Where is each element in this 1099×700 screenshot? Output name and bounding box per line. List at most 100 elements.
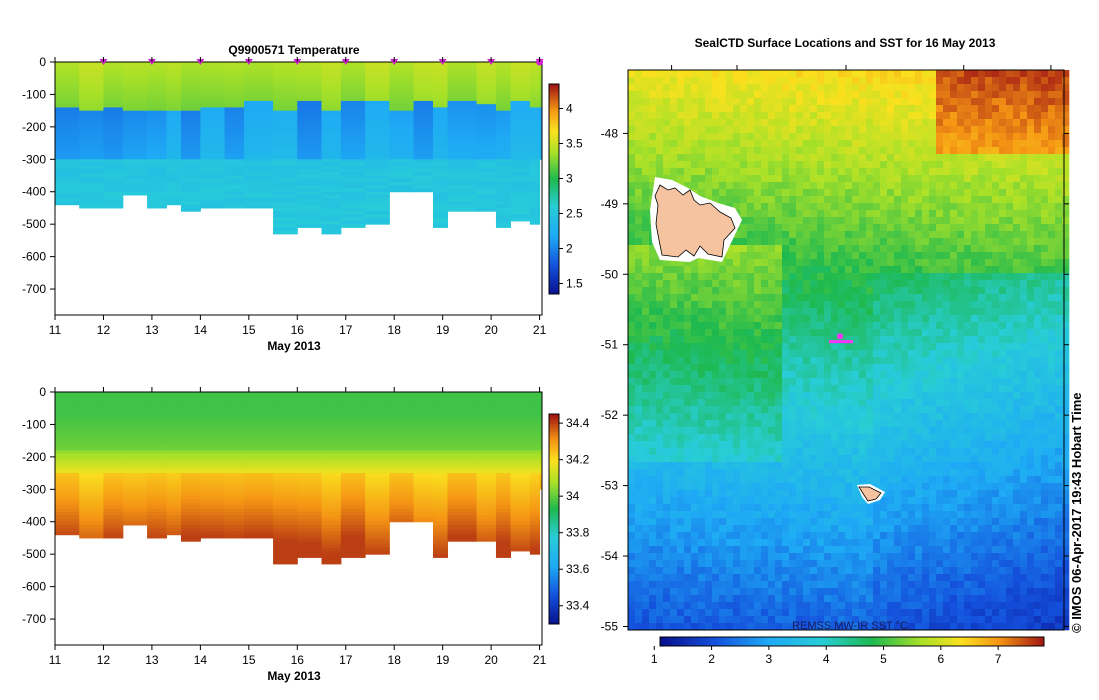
data-cell xyxy=(365,152,390,157)
data-cell xyxy=(495,541,512,545)
data-cell xyxy=(297,414,323,419)
sst-cell xyxy=(859,161,867,169)
sst-cell xyxy=(1062,119,1070,127)
sst-cell xyxy=(901,182,909,190)
data-cell xyxy=(389,107,415,112)
colorbar-tick-label: 33.4 xyxy=(566,599,590,613)
sst-cell xyxy=(992,147,1000,155)
sst-cell xyxy=(824,70,832,78)
sst-cell xyxy=(936,252,944,260)
sst-cell xyxy=(712,315,720,323)
sst-cell xyxy=(635,315,643,323)
profile-column xyxy=(147,392,167,539)
data-cell xyxy=(200,528,226,532)
sst-cell xyxy=(726,308,734,316)
data-cell xyxy=(180,175,201,180)
data-cell xyxy=(297,97,323,102)
sst-cell xyxy=(810,294,818,302)
colorbar-band xyxy=(549,420,559,423)
sst-cell xyxy=(782,217,790,225)
sst-cell xyxy=(971,322,979,330)
data-cell xyxy=(103,120,124,125)
sst-cell xyxy=(782,280,790,288)
sst-cell xyxy=(754,308,762,316)
sst-cell xyxy=(845,175,853,183)
sst-row xyxy=(628,147,1070,155)
sst-cell xyxy=(894,287,902,295)
data-cell xyxy=(365,143,390,147)
sst-cell xyxy=(747,70,755,78)
data-cell xyxy=(166,78,182,82)
sst-cell xyxy=(957,245,965,253)
sst-cell xyxy=(964,322,972,330)
sst-cell xyxy=(845,224,853,232)
x-tick-label: 20 xyxy=(484,323,498,337)
data-cell xyxy=(413,172,434,177)
sst-cell xyxy=(1062,315,1070,323)
data-cell xyxy=(495,450,512,455)
data-cell xyxy=(539,68,543,73)
data-cell xyxy=(447,395,478,399)
sst-cell xyxy=(698,322,706,330)
colorbar-band xyxy=(549,458,559,461)
sst-cell xyxy=(1020,322,1028,330)
data-cell xyxy=(79,113,104,118)
sst-cell xyxy=(873,140,881,148)
data-cell xyxy=(476,175,497,180)
sst-cell xyxy=(922,175,930,183)
data-cell xyxy=(321,404,342,409)
sst-cell xyxy=(670,280,678,288)
sst-cell xyxy=(1027,77,1035,85)
sst-row xyxy=(628,301,1070,309)
sst-cell xyxy=(726,252,734,260)
sst-cell xyxy=(712,266,720,274)
sst-cell xyxy=(733,238,741,246)
data-cell xyxy=(365,188,390,193)
data-cell xyxy=(200,162,226,167)
sst-cell xyxy=(985,91,993,99)
data-cell xyxy=(476,395,497,399)
data-cell xyxy=(147,71,167,76)
data-cell xyxy=(365,84,390,89)
data-cell xyxy=(539,110,543,115)
data-cell xyxy=(55,427,80,432)
sst-cell xyxy=(754,231,762,239)
sst-cell xyxy=(992,161,1000,169)
sst-cell xyxy=(1006,259,1014,267)
temperature-plot: Q9900571 Temperature 0-100-200-300-400-5… xyxy=(22,43,583,353)
sst-cell xyxy=(964,98,972,106)
colorbar-frame xyxy=(548,83,560,295)
sst-cell xyxy=(684,70,692,78)
sst-cell xyxy=(894,77,902,85)
data-cell xyxy=(297,143,323,147)
sst-cell xyxy=(873,126,881,134)
sst-cell xyxy=(978,273,986,281)
data-cell xyxy=(432,87,449,92)
data-cell xyxy=(243,479,274,484)
sst-cell xyxy=(768,210,776,218)
colorbar-band xyxy=(549,574,559,577)
sst-cell xyxy=(929,210,937,218)
data-cell xyxy=(147,495,167,500)
sst-cell xyxy=(950,322,958,330)
data-cell xyxy=(55,136,80,141)
data-cell xyxy=(529,521,541,526)
data-cell xyxy=(510,84,531,89)
sst-cell xyxy=(971,70,979,78)
sst-cell xyxy=(845,154,853,162)
sst-cell xyxy=(656,126,664,134)
data-cell xyxy=(166,97,182,102)
sst-cell xyxy=(817,126,825,134)
sst-cell xyxy=(824,168,832,176)
sst-cell xyxy=(768,70,776,78)
sst-cell xyxy=(1027,259,1035,267)
colorbar-band xyxy=(549,608,559,611)
sst-cell xyxy=(887,168,895,176)
data-cell xyxy=(147,146,167,151)
data-cell xyxy=(273,178,298,183)
sst-cell xyxy=(1020,238,1028,246)
data-cell xyxy=(476,165,497,170)
sst-cell xyxy=(677,105,685,113)
sst-cell xyxy=(796,168,804,176)
data-cell xyxy=(122,479,148,484)
